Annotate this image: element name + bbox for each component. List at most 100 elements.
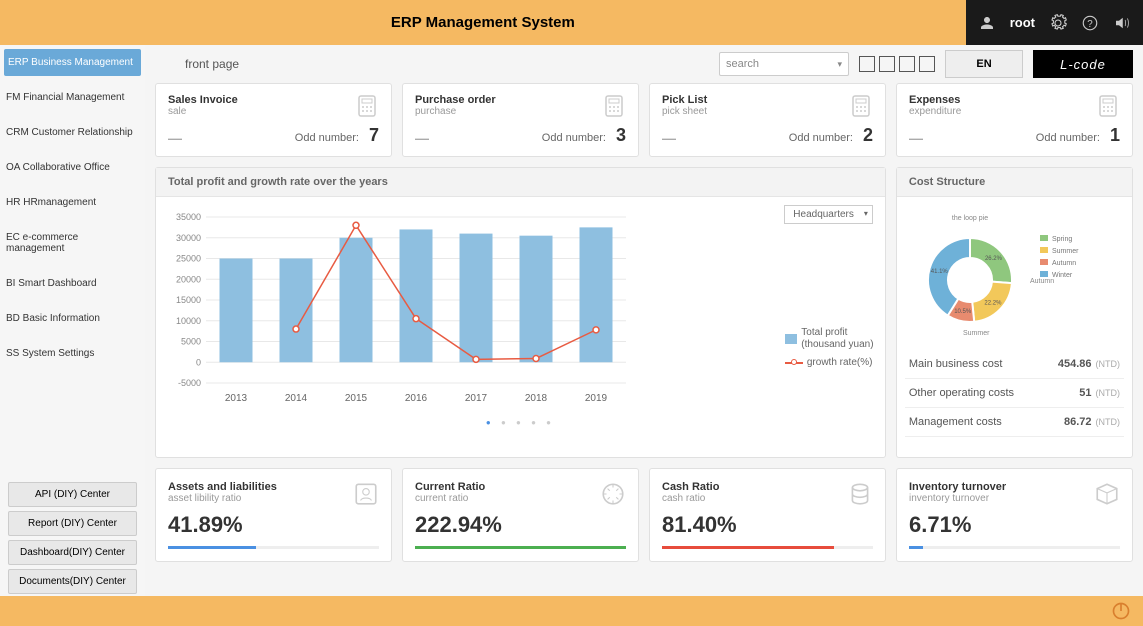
kpi-sub: sale — [168, 106, 379, 117]
kpi-odd-label: Odd number: — [1036, 132, 1100, 144]
svg-text:2019: 2019 — [585, 393, 608, 404]
kpi-dash: — — [662, 130, 676, 146]
svg-text:15000: 15000 — [176, 295, 201, 305]
ratio-icon — [847, 481, 873, 507]
sidebar-item-8[interactable]: SS System Settings — [0, 336, 145, 371]
chevron-down-icon: ▾ — [837, 59, 842, 70]
ratio-title: Cash Ratio — [662, 481, 873, 493]
diy-button-3[interactable]: Documents(DIY) Center — [8, 569, 137, 594]
cost-row-1: Other operating costs51(NTD) — [905, 379, 1124, 408]
pager-dots[interactable]: ● ● ● ● ● — [166, 418, 875, 427]
ratio-card-2[interactable]: Cash Ratiocash ratio81.40% — [649, 468, 886, 562]
ratio-card-0[interactable]: Assets and liabilitiesasset libility rat… — [155, 468, 392, 562]
svg-text:Winter: Winter — [1052, 272, 1073, 279]
diy-button-0[interactable]: API (DIY) Center — [8, 482, 137, 507]
cost-value: 454.86 — [1058, 358, 1092, 370]
layout-icons[interactable] — [859, 56, 935, 72]
sound-icon[interactable] — [1113, 14, 1131, 32]
kpi-title: Pick List — [662, 94, 873, 106]
layout-icon-2[interactable] — [879, 56, 895, 72]
svg-text:Autumn: Autumn — [1052, 260, 1076, 267]
topbar: ERP Management System root ? — [0, 0, 1143, 45]
kpi-dash: — — [168, 130, 182, 146]
ratio-bar — [909, 546, 1120, 549]
svg-text:26.2%: 26.2% — [985, 256, 1003, 262]
legend-profit: Total profit (thousand yuan) — [801, 327, 885, 351]
kpi-odd-label: Odd number: — [789, 132, 853, 144]
kpi-sub: purchase — [415, 106, 626, 117]
cost-donut-chart: the loop pie26.2%22.2%10.5%41.1%SpringSu… — [905, 205, 1105, 345]
svg-text:10.5%: 10.5% — [954, 309, 972, 315]
kpi-card-0[interactable]: Sales Invoicesale—Odd number:7 — [155, 83, 392, 157]
tab-frontpage[interactable]: front page — [155, 57, 239, 71]
layout-icon-3[interactable] — [899, 56, 915, 72]
layout-icon-1[interactable] — [859, 56, 875, 72]
gear-icon[interactable] — [1049, 14, 1067, 32]
cost-unit: (NTD) — [1096, 359, 1121, 369]
ratio-sub: cash ratio — [662, 493, 873, 504]
sidebar-item-2[interactable]: CRM Customer Relationship — [0, 115, 145, 150]
topbar-right: root ? — [966, 0, 1143, 45]
svg-text:Summer: Summer — [1052, 248, 1079, 255]
sidebar-item-1[interactable]: FM Financial Management — [0, 80, 145, 115]
ratio-card-3[interactable]: Inventory turnoverinventory turnover6.71… — [896, 468, 1133, 562]
cost-label: Main business cost — [909, 358, 1003, 370]
ratio-sub: current ratio — [415, 493, 626, 504]
svg-text:10000: 10000 — [176, 316, 201, 326]
power-icon[interactable] — [1111, 601, 1131, 621]
ratio-icon — [600, 481, 626, 507]
sidebar-item-3[interactable]: OA Collaborative Office — [0, 150, 145, 185]
lang-button[interactable]: EN — [945, 50, 1023, 78]
cost-row-0: Main business cost 454.86 (NTD) — [905, 350, 1124, 379]
profit-chart-title: Total profit and growth rate over the ye… — [156, 168, 885, 197]
sidebar-item-0[interactable]: ERP Business Management — [4, 49, 141, 76]
search-input[interactable]: search ▾ — [719, 52, 849, 76]
kpi-dash: — — [909, 130, 923, 146]
username: root — [1010, 15, 1035, 30]
kpi-number: 2 — [863, 125, 873, 145]
calculator-icon — [602, 94, 626, 118]
tabbar: front page search ▾ EN L-code — [155, 45, 1133, 83]
help-icon[interactable]: ? — [1081, 14, 1099, 32]
app-title: ERP Management System — [0, 14, 966, 31]
kpi-card-3[interactable]: Expensesexpenditure—Odd number:1 — [896, 83, 1133, 157]
search-placeholder: search — [726, 58, 759, 70]
kpi-card-2[interactable]: Pick Listpick sheet — Odd number: 2 — [649, 83, 886, 157]
sidebar-item-7[interactable]: BD Basic Information — [0, 301, 145, 336]
kpi-card-1[interactable]: Purchase orderpurchase—Odd number:3 — [402, 83, 639, 157]
profit-chart-panel: Total profit and growth rate over the ye… — [155, 167, 886, 458]
svg-text:Spring: Spring — [1052, 236, 1072, 243]
layout-icon-4[interactable] — [919, 56, 935, 72]
svg-text:2013: 2013 — [225, 393, 248, 404]
ratio-title: Assets and liabilities — [168, 481, 379, 493]
diy-button-2[interactable]: Dashboard(DIY) Center — [8, 540, 137, 565]
kpi-dash: — — [415, 130, 429, 146]
sidebar-item-5[interactable]: EC e-commerce management — [0, 220, 145, 266]
sidebar: ERP Business Management FM Financial Mana… — [0, 45, 145, 596]
svg-text:2014: 2014 — [285, 393, 308, 404]
ratio-bar — [168, 546, 379, 549]
kpi-title: Sales Invoice — [168, 94, 379, 106]
ratio-sub: asset libility ratio — [168, 493, 379, 504]
legend-growth: growth rate(%) — [807, 357, 873, 368]
kpi-sub: pick sheet — [662, 106, 873, 117]
svg-text:Autumn: Autumn — [1030, 278, 1054, 285]
ratio-icon — [353, 481, 379, 507]
brand-button[interactable]: L-code — [1033, 50, 1133, 78]
ratio-card-1[interactable]: Current Ratiocurrent ratio222.94% — [402, 468, 639, 562]
location-select[interactable]: Headquarters ▾ — [784, 205, 873, 224]
svg-text:5000: 5000 — [181, 337, 201, 347]
sidebar-item-4[interactable]: HR HRmanagement — [0, 185, 145, 220]
cost-value: 86.72 — [1064, 416, 1092, 428]
calculator-icon — [355, 94, 379, 118]
kpi-title: Purchase order — [415, 94, 626, 106]
cost-panel: Cost Structure the loop pie26.2%22.2%10.… — [896, 167, 1133, 458]
cost-title: Cost Structure — [897, 168, 1132, 197]
ratio-icon — [1094, 481, 1120, 507]
sidebar-item-6[interactable]: BI Smart Dashboard — [0, 266, 145, 301]
diy-button-1[interactable]: Report (DIY) Center — [8, 511, 137, 536]
svg-text:-5000: -5000 — [178, 378, 201, 388]
cost-value: 51 — [1079, 387, 1091, 399]
cost-unit: (NTD) — [1096, 388, 1121, 398]
svg-text:2018: 2018 — [525, 393, 548, 404]
